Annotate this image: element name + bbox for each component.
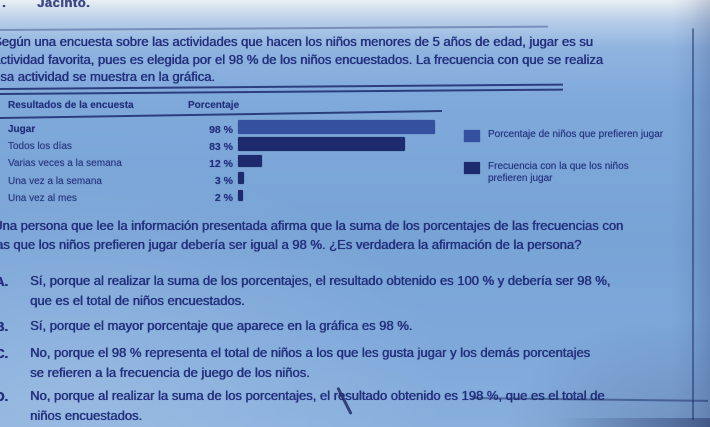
bar: [238, 172, 245, 184]
row-label: Varias veces a la semana: [8, 158, 122, 170]
answer-option-a: A. Sí, porque al realizar la suma de los …: [0, 271, 710, 310]
bar: [238, 189, 243, 202]
question-line: las que los niños prefieren jugar deberí…: [0, 237, 582, 252]
table-header-results: Resultados de la encuesta: [8, 100, 134, 111]
option-letter: D.: [0, 388, 8, 404]
table-header-percentage: Porcentaje: [188, 100, 240, 111]
intro-paragraph: Según una encuesta sobre las actividades…: [0, 33, 710, 86]
legend-swatch: [464, 129, 480, 142]
table-header-underline: [0, 110, 442, 119]
table-row: Todos los días 83 %: [0, 136, 600, 155]
row-label: Jugar: [8, 124, 36, 136]
row-label: Una vez al mes: [8, 192, 77, 204]
option-line: se refieren a la frecuencia de juego de …: [30, 364, 310, 380]
option-line: No, porque al realizar la suma de los po…: [30, 388, 605, 403]
legend-label: Porcentaje de niños que prefieren jugar: [488, 129, 664, 140]
row-percentage: 12 %: [209, 157, 233, 170]
answer-option-b: B. Sí, porque el mayor porcentaje que apa…: [0, 316, 710, 336]
legend-label: Frecuencia con la que los niños prefiere…: [488, 161, 629, 184]
option-line: niños encuestados.: [30, 407, 143, 423]
table-row: Varias veces a la semana 12 %: [0, 154, 600, 172]
intro-line: actividad favorita, pues es elegida por …: [0, 51, 603, 67]
option-line: que es el total de niños encuestados.: [30, 292, 245, 308]
option-line: Sí, porque el mayor porcentaje que apare…: [30, 318, 413, 333]
legend-item: Porcentaje de niños que prefieren jugar: [464, 129, 710, 142]
bar: [238, 136, 405, 151]
answer-option-d: D. No, porque al realizar la suma de los …: [0, 386, 710, 425]
survey-bar-chart: Jugar 98 % Todos los días 83 % Varias veces …: [0, 119, 600, 207]
option-line: Sí, porque al realizar la suma de los po…: [30, 273, 611, 288]
option-letter: B.: [0, 318, 8, 334]
legend-swatch: [464, 161, 480, 174]
answer-option-c: C. No, porque el 98 % representa el total…: [0, 343, 710, 382]
bar: [238, 119, 435, 134]
page-edge-line: [692, 28, 694, 420]
option-line: No, porque el 98 % representa el total d…: [30, 345, 591, 360]
intro-line: esa actividad se muestra en la gráfica.: [0, 69, 215, 84]
table-row: Jugar 98 %: [0, 119, 600, 138]
bar: [238, 154, 263, 168]
question-paragraph: Una persona que lee la información prese…: [0, 216, 710, 254]
row-percentage: 2 %: [214, 192, 233, 205]
legend-item: Frecuencia con la que los niños prefiere…: [464, 161, 660, 184]
question-line: Una persona que lee la información prese…: [0, 218, 624, 233]
row-percentage: 83 %: [209, 140, 233, 153]
previous-answer-text: Jacinto.: [37, 0, 91, 10]
row-percentage: 98 %: [209, 123, 233, 136]
top-divider-line: [0, 25, 548, 31]
row-percentage: 3 %: [214, 175, 233, 188]
option-letter: C.: [0, 345, 8, 361]
photo-corner-shadow: [556, 418, 710, 427]
previous-question-marker: .: [2, 0, 6, 10]
option-letter: A.: [0, 273, 8, 289]
table-row: Una vez a la semana 3 %: [0, 172, 600, 190]
row-label: Todos los días: [8, 141, 72, 153]
intro-line: Según una encuesta sobre las actividades…: [0, 34, 593, 49]
table-top-border-2: [0, 88, 563, 95]
row-label: Una vez a la semana: [8, 175, 102, 187]
table-row: Una vez al mes 2 %: [0, 189, 600, 207]
